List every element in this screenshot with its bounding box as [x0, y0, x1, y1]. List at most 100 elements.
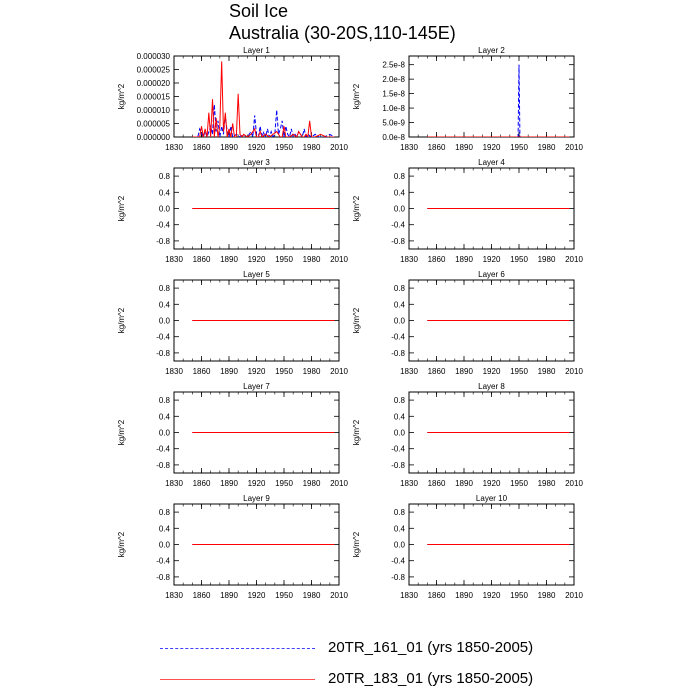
x-tick-label: 1980	[303, 479, 321, 488]
y-tick-label: -0.4	[391, 221, 405, 230]
x-tick-label: 1860	[428, 367, 446, 376]
panel-title: Layer 1	[243, 46, 270, 55]
panel-layer-3: Layer 3 kg/m^2 1830 1860 1890 1920 1950 1980 201…	[117, 158, 348, 264]
x-tick-label: 2010	[330, 591, 348, 600]
x-tick-label: 1980	[303, 255, 321, 264]
y-axis-label: kg/m^2	[117, 419, 126, 445]
panel-title: Layer 10	[476, 494, 508, 503]
x-tick-label: 1920	[483, 591, 501, 600]
series-line-161	[427, 64, 570, 137]
y-tick-label: 0.000010	[137, 106, 171, 115]
y-axis-label: kg/m^2	[117, 307, 126, 333]
x-tick-label: 1830	[165, 591, 183, 600]
y-tick-label: 0.4	[394, 524, 406, 533]
x-tick-label: 1920	[483, 143, 501, 152]
y-tick-label: -0.4	[156, 221, 170, 230]
x-tick-label: 1890	[455, 591, 473, 600]
y-tick-label: 0.8	[159, 172, 171, 181]
x-tick-label: 1950	[275, 143, 293, 152]
legend-line-solid	[160, 679, 315, 680]
legend-label: 20TR_161_01 (yrs 1850-2005)	[328, 639, 534, 656]
y-tick-label: 1.5e-8	[382, 90, 405, 99]
x-tick-label: 1830	[165, 255, 183, 264]
x-tick-label: 1950	[510, 367, 528, 376]
y-axis-label: kg/m^2	[352, 531, 361, 557]
y-tick-label: 0.0	[394, 429, 406, 438]
series-line-183	[192, 61, 335, 137]
legend-line-dashed	[160, 648, 315, 649]
x-tick-label: 1920	[248, 143, 266, 152]
panel-layer-10: Layer 10 kg/m^2 1830 1860 1890 1920 1950 1980 20…	[352, 494, 583, 600]
y-tick-label: 0.0	[159, 317, 171, 326]
y-tick-label: 0.000005	[137, 120, 171, 129]
y-tick-label: 0.4	[159, 188, 171, 197]
x-tick-label: 1950	[510, 255, 528, 264]
panel-layer-8: Layer 8 kg/m^2 1830 1860 1890 1920 1950 1980 201…	[352, 382, 583, 488]
x-tick-label: 1920	[483, 255, 501, 264]
x-tick-label: 1920	[248, 591, 266, 600]
x-tick-label: 1890	[220, 591, 238, 600]
panel-layer-5: Layer 5 kg/m^2 1830 1860 1890 1920 1950 1980 201…	[117, 270, 348, 376]
y-tick-label: -0.8	[391, 349, 405, 358]
x-tick-label: 1950	[510, 591, 528, 600]
x-tick-label: 2010	[565, 591, 583, 600]
y-tick-label: -0.4	[391, 557, 405, 566]
x-tick-label: 1920	[248, 255, 266, 264]
y-tick-label: 0.000015	[137, 93, 171, 102]
y-tick-label: 0.000030	[137, 52, 171, 61]
y-tick-label: 0.000025	[137, 66, 171, 75]
x-tick-label: 1920	[483, 479, 501, 488]
panel-title: Layer 8	[478, 382, 505, 391]
legend-label: 20TR_183_01 (yrs 1850-2005)	[328, 670, 534, 687]
y-tick-label: 0.000000	[137, 133, 171, 142]
x-tick-label: 1920	[248, 479, 266, 488]
x-tick-label: 1920	[483, 367, 501, 376]
panel-layer-7: Layer 7 kg/m^2 1830 1860 1890 1920 1950 1980 201…	[117, 382, 348, 488]
y-tick-label: -0.4	[391, 445, 405, 454]
y-tick-label: -0.4	[391, 333, 405, 342]
y-tick-label: 1.0e-8	[382, 104, 405, 113]
x-tick-label: 2010	[330, 479, 348, 488]
y-tick-label: -0.8	[156, 349, 170, 358]
x-tick-label: 1830	[165, 367, 183, 376]
y-tick-label: 0.8	[394, 396, 406, 405]
x-tick-label: 1890	[220, 479, 238, 488]
y-tick-label: -0.8	[156, 237, 170, 246]
y-tick-label: 0.4	[394, 188, 406, 197]
x-tick-label: 1980	[538, 255, 556, 264]
x-tick-label: 1830	[400, 255, 418, 264]
panel-title: Layer 9	[243, 494, 270, 503]
y-tick-label: 0.4	[394, 300, 406, 309]
y-axis-label: kg/m^2	[352, 83, 361, 109]
y-tick-label: 0.0e-8	[382, 133, 405, 142]
x-tick-label: 1890	[455, 479, 473, 488]
y-tick-label: 0.4	[159, 412, 171, 421]
y-tick-label: 2.5e-8	[382, 61, 405, 70]
x-tick-label: 1830	[400, 591, 418, 600]
x-tick-label: 1980	[538, 143, 556, 152]
y-tick-label: -0.4	[156, 445, 170, 454]
y-tick-label: -0.8	[156, 461, 170, 470]
y-tick-label: 0.4	[394, 412, 406, 421]
x-tick-label: 2010	[565, 479, 583, 488]
y-tick-label: 0.000020	[137, 79, 171, 88]
x-tick-label: 1920	[248, 367, 266, 376]
x-tick-label: 1950	[275, 591, 293, 600]
panel-title: Layer 3	[243, 158, 270, 167]
plot-frame	[173, 55, 340, 138]
panel-title: Layer 4	[478, 158, 505, 167]
x-tick-label: 1830	[400, 143, 418, 152]
y-tick-label: 2.0e-8	[382, 75, 405, 84]
y-tick-label: 0.8	[159, 396, 171, 405]
chart-panels: Layer 1 kg/m^2 1830 1860 1890 1920 1950 1980 201…	[117, 46, 583, 600]
x-tick-label: 1980	[538, 367, 556, 376]
x-tick-label: 1830	[400, 479, 418, 488]
y-tick-label: 0.0	[394, 541, 406, 550]
x-tick-label: 1950	[510, 479, 528, 488]
y-tick-label: 0.4	[159, 300, 171, 309]
x-tick-label: 1890	[220, 367, 238, 376]
x-tick-label: 1860	[428, 479, 446, 488]
panel-title: Layer 2	[478, 46, 505, 55]
y-tick-label: 0.0	[159, 541, 171, 550]
panel-title: Layer 7	[243, 382, 270, 391]
